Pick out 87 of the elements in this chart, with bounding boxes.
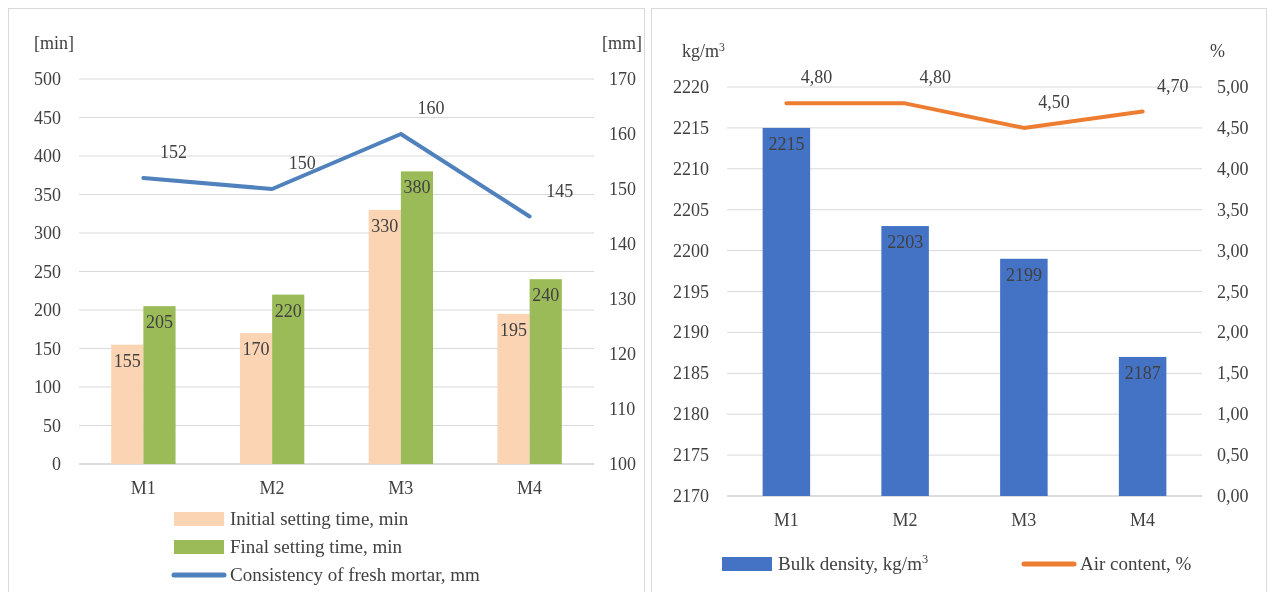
data-label: 4,80: [800, 67, 833, 88]
y-tick-label: 2195: [672, 281, 709, 302]
y-tick-label: 50: [43, 415, 61, 436]
x-tick-label: M3: [1011, 510, 1037, 530]
data-label: 150: [288, 153, 316, 173]
x-tick-label: M1: [130, 478, 156, 498]
y2-tick-label: 2,00: [1216, 322, 1249, 343]
legend-label: Consistency of fresh mortar, mm: [230, 564, 481, 585]
bar: [400, 171, 434, 464]
data-label: 2215: [768, 133, 805, 154]
data-label: 170: [242, 339, 270, 360]
data-label: 4,50: [1038, 91, 1070, 112]
legend-label: Final setting time, min: [230, 536, 403, 557]
data-label: 2199: [1005, 264, 1042, 285]
data-label: 4,70: [1156, 75, 1189, 96]
y-tick-label: 2220: [672, 77, 709, 97]
x-tick-label: M2: [259, 478, 285, 498]
data-label: 2187: [1124, 362, 1161, 383]
y2-tick-label: 3,50: [1216, 199, 1249, 220]
y-tick-label: 100: [34, 377, 61, 397]
y-tick-label: 150: [34, 338, 61, 359]
y-tick-label: 450: [34, 107, 61, 128]
bar: [272, 294, 305, 464]
y-tick-label: 0: [52, 454, 61, 474]
y-tick-label: 200: [34, 300, 61, 320]
y-tick-label: 2175: [672, 445, 709, 466]
y2-tick-label: 170: [609, 69, 636, 89]
y-tick-label: 500: [34, 69, 61, 89]
y-tick-label: 2185: [672, 363, 709, 384]
y-tick-label: 2210: [672, 158, 709, 179]
data-label: 380: [403, 177, 431, 198]
data-label: 220: [274, 300, 302, 321]
bar: [143, 306, 176, 464]
y-tick-label: 400: [34, 146, 61, 166]
y-tick-label: 250: [34, 261, 61, 282]
y-tick-label: 2180: [672, 404, 709, 425]
y2-tick-label: 130: [609, 289, 636, 309]
data-label: 195: [500, 319, 528, 340]
y2-tick-label: 0,00: [1216, 486, 1249, 506]
y-tick-label: 2190: [672, 322, 709, 343]
data-label: 152: [159, 142, 187, 162]
y2-tick-label: 5,00: [1216, 77, 1249, 97]
y2-tick-label: 140: [609, 234, 636, 254]
y-tick-label: 350: [34, 184, 61, 205]
x-tick-label: M4: [517, 478, 543, 498]
y-tick-label: 2170: [672, 486, 709, 506]
bar: [239, 333, 273, 464]
bar: [111, 344, 144, 464]
data-label: 2203: [887, 232, 924, 253]
y2-tick-label: 160: [609, 124, 636, 144]
data-label: 330: [371, 215, 399, 236]
y2-tick-label: 4,50: [1216, 117, 1249, 138]
y2-axis-title: %: [1209, 41, 1225, 61]
y2-tick-label: 150: [609, 179, 636, 199]
y2-tick-label: 110: [609, 399, 636, 419]
data-label: 240: [532, 285, 560, 306]
x-tick-label: M4: [1130, 510, 1156, 530]
y2-tick-label: 120: [609, 344, 636, 364]
y2-tick-label: 1,50: [1216, 363, 1249, 384]
data-label: 155: [113, 350, 141, 371]
y2-tick-label: 0,50: [1216, 445, 1249, 466]
y-tick-label: 300: [34, 223, 61, 243]
bar: [497, 313, 530, 464]
y2-tick-label: 100: [609, 454, 636, 474]
x-tick-label: M3: [388, 478, 414, 498]
data-label: 205: [145, 312, 173, 333]
line-series: [141, 132, 532, 219]
y2-tick-label: 3,00: [1216, 240, 1249, 261]
y2-tick-label: 4,00: [1216, 158, 1249, 179]
y2-axis-title: [mm]: [602, 33, 642, 53]
legend-label: Bulk density, kg/m$^{3}$: [777, 552, 929, 574]
y-axis-title: [min]: [34, 33, 74, 53]
data-label: 4,80: [919, 67, 951, 88]
bar: [529, 279, 562, 464]
legend-label: Initial setting time, min: [230, 508, 409, 529]
x-tick-label: M2: [892, 510, 918, 530]
y-tick-label: 2205: [672, 199, 709, 220]
bar: [368, 209, 401, 464]
legend-label: Air content, %: [1079, 553, 1192, 574]
y2-tick-label: 1,00: [1216, 404, 1249, 425]
y2-tick-label: 2,50: [1216, 281, 1249, 302]
y-tick-label: 2200: [672, 240, 709, 261]
y-axis-title: kg/m$^{3}$: [681, 40, 725, 61]
data-label: 160: [417, 98, 445, 118]
y-tick-label: 2215: [672, 117, 709, 138]
data-label: 145: [546, 180, 574, 201]
x-tick-label: M1: [773, 510, 799, 530]
